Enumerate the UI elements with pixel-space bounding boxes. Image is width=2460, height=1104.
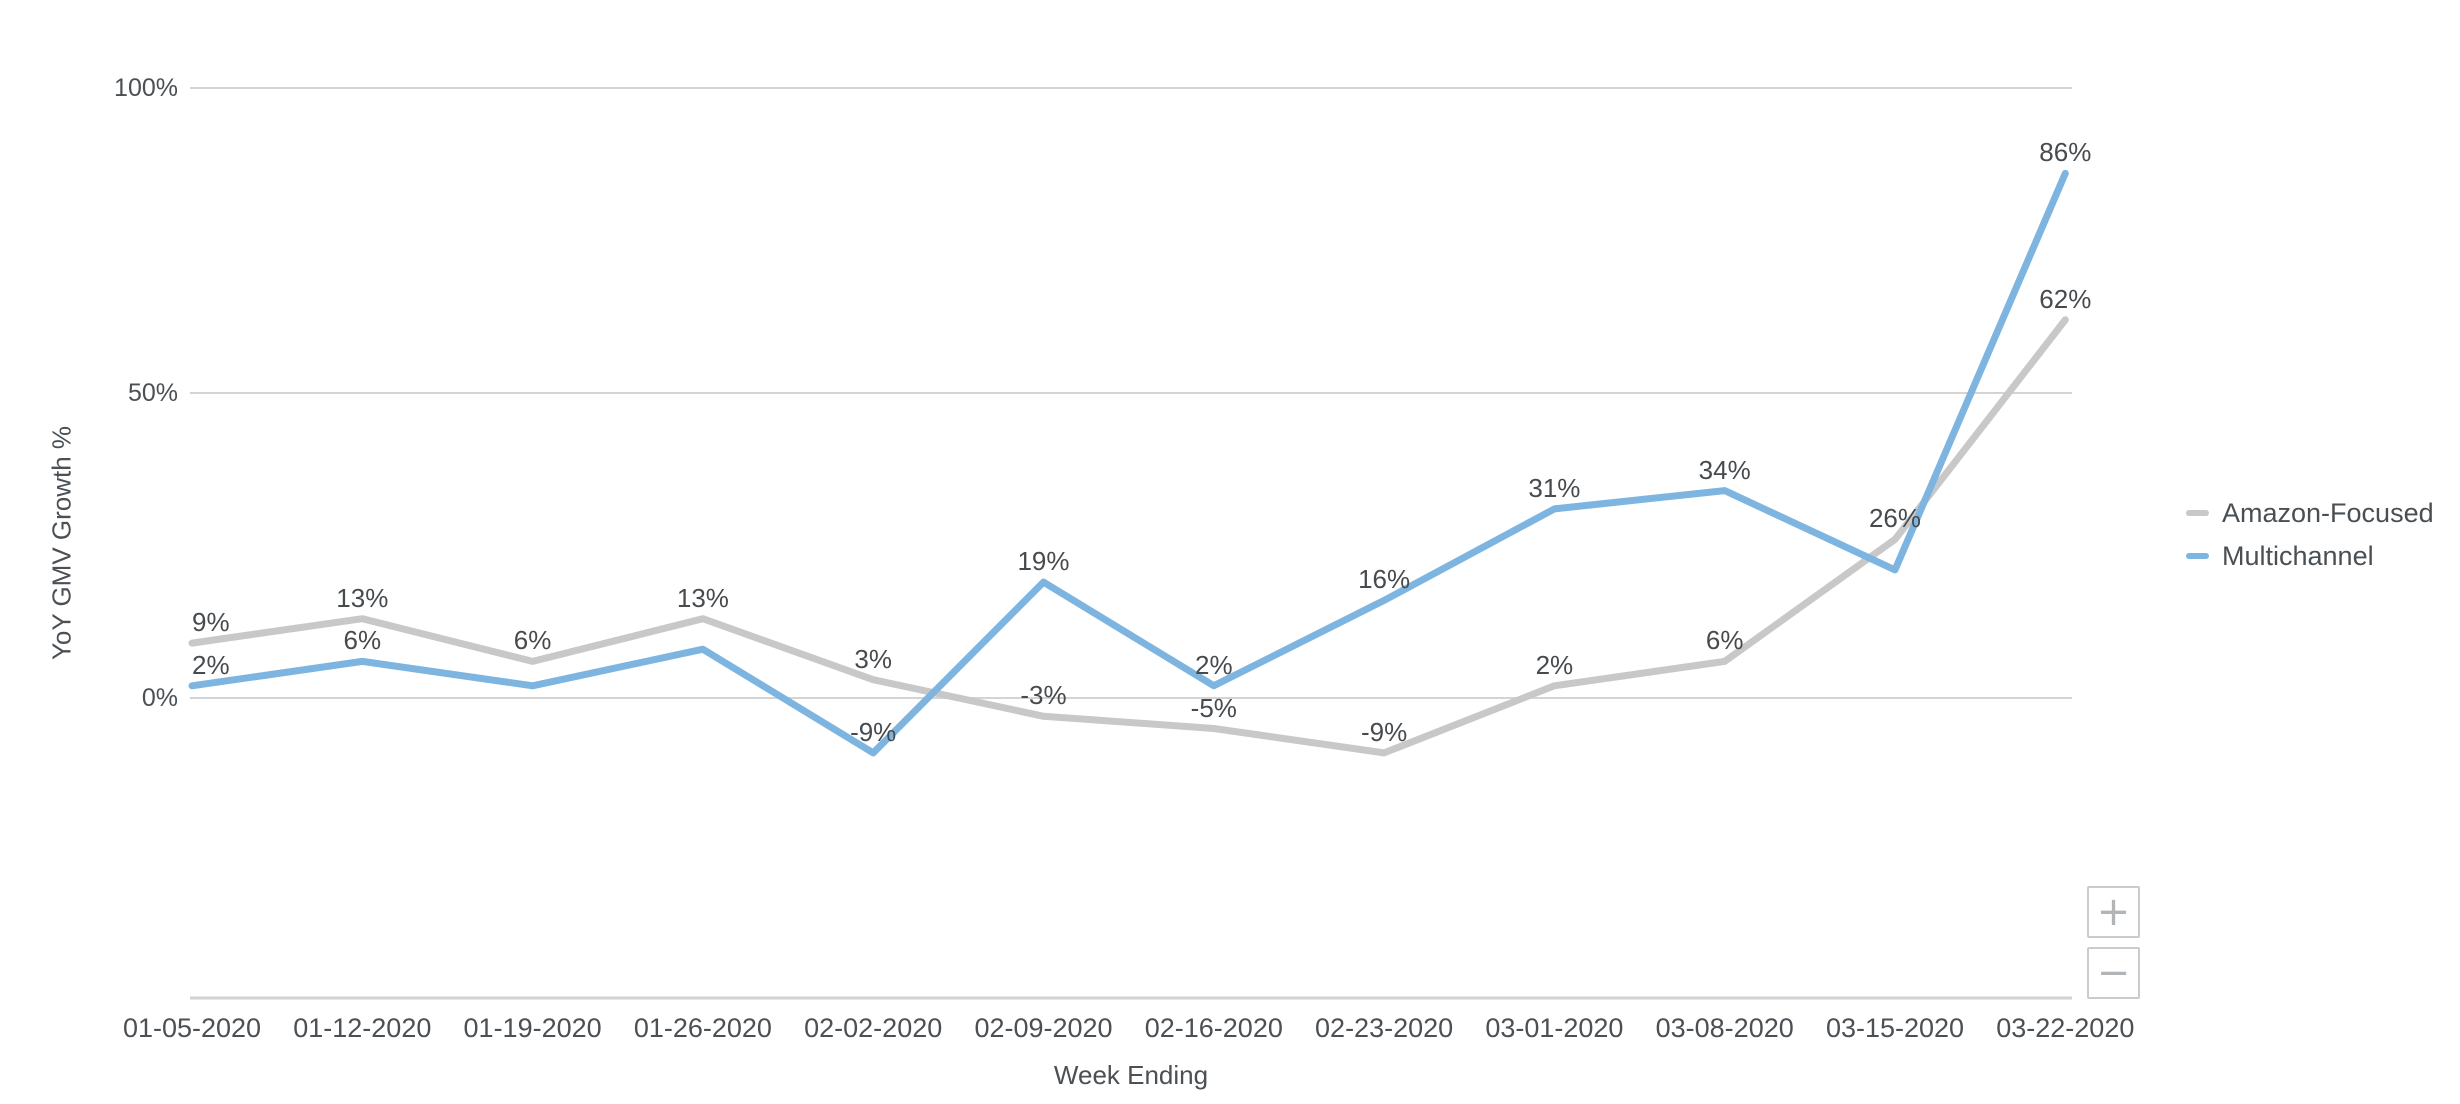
data-label-amazon-focused-03-15-2020: 26% [1868,503,1922,534]
legend-label: Amazon-Focused [2222,498,2434,528]
data-label-multichannel-02-02-2020: -9% [850,716,897,747]
data-label-amazon-focused-03-08-2020: 6% [1705,625,1744,656]
x-tick-label-02-23-2020: 02-23-2020 [1315,1013,1454,1043]
legend-swatch-icon [2186,553,2209,559]
x-tick-label-03-15-2020: 03-15-2020 [1825,1013,1965,1043]
x-tick-label-03-01-2020: 03-01-2020 [1485,1013,1624,1043]
data-label-amazon-focused-02-23-2020: -9% [1360,716,1408,747]
x-tick-label-03-22-2020: 03-22-2020 [1996,1013,2135,1043]
x-tick-label-01-05-2020: 01-05-2020 [122,1013,262,1043]
x-tick-label-02-02-2020: 02-02-2020 [804,1013,943,1043]
data-label-amazon-focused-01-26-2020: 13% [676,582,729,613]
data-label-amazon-focused-01-12-2020: 13% [336,582,389,613]
zoom-controls: + − [2087,886,2140,999]
x-axis-title: Week Ending [1053,1060,1209,1090]
data-label-amazon-focused-03-01-2020: 2% [1535,649,1574,680]
y-tick-label-100%: 100% [114,74,178,102]
legend-item-multichannel[interactable]: Multichannel [2186,541,2434,571]
chart-legend: Amazon-Focused Multichannel [2186,498,2434,571]
data-label-amazon-focused-01-05-2020: 9% [192,607,230,638]
y-axis-title: YoY GMV Growth % [46,425,77,661]
data-label-multichannel-03-08-2020: 34% [1698,454,1751,485]
x-tick-label-01-26-2020: 01-26-2020 [633,1013,772,1043]
data-label-multichannel-03-01-2020: 31% [1528,472,1581,503]
y-tick-label-50%: 50% [127,379,178,407]
zoom-out-button[interactable]: − [2087,947,2140,999]
data-label-multichannel-02-23-2020: 16% [1358,564,1411,595]
zoom-in-button[interactable]: + [2087,886,2140,938]
data-label-multichannel-01-12-2020: 6% [343,625,382,656]
x-tick-label-01-12-2020: 01-12-2020 [293,1013,432,1043]
legend-item-amazon-focused[interactable]: Amazon-Focused [2186,498,2434,528]
multichannel-line [188,169,2069,757]
data-label-amazon-focused-01-19-2020: 6% [513,625,552,656]
x-tick-label-02-09-2020: 02-09-2020 [974,1013,1113,1043]
data-label-amazon-focused-03-22-2020: 62% [2039,283,2092,314]
y-tick-label-0%: 0% [141,684,178,712]
amazon-focused-line [188,316,2069,757]
data-label-multichannel-01-05-2020: 2% [192,649,230,680]
legend-label: Multichannel [2222,541,2374,571]
data-label-amazon-focused-02-16-2020: -5% [1190,692,1237,723]
data-label-amazon-focused-02-02-2020: 3% [854,643,892,674]
legend-swatch-icon [2186,510,2209,516]
x-tick-label-02-16-2020: 02-16-2020 [1144,1013,1283,1043]
data-label-amazon-focused-02-09-2020: -3% [1020,680,1067,711]
data-label-multichannel-02-09-2020: 19% [1017,546,1070,577]
x-tick-label-01-19-2020: 01-19-2020 [463,1013,602,1043]
data-label-multichannel-03-22-2020: 86% [2039,137,2092,168]
data-label-multichannel-02-16-2020: 2% [1195,649,1233,680]
x-tick-label-03-08-2020: 03-08-2020 [1655,1013,1794,1043]
